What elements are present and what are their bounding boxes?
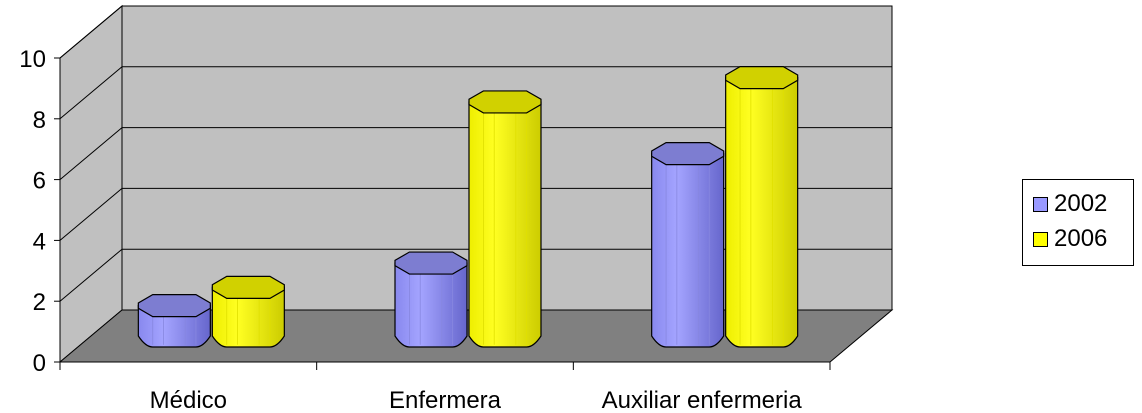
y-tick-label: 8 <box>33 107 46 134</box>
side-wall <box>59 4 123 364</box>
bar-body <box>394 262 468 348</box>
y-tick-label: 2 <box>33 289 46 316</box>
legend-label-2006: 2006 <box>1054 225 1108 252</box>
legend-entry-2002: 2002 <box>1033 188 1133 220</box>
x-tick-label: Auxiliar enfermeria <box>602 387 803 413</box>
bar-2006-2 <box>725 65 799 348</box>
bar-body <box>468 101 542 348</box>
y-tick-label: 4 <box>33 228 46 255</box>
legend-entry-2006: 2006 <box>1033 223 1133 255</box>
y-tick-label: 10 <box>19 46 46 73</box>
bar-top <box>468 90 542 114</box>
legend-swatch-2002 <box>1033 196 1048 212</box>
bar-2002-0 <box>137 294 211 348</box>
bar-body <box>725 77 799 348</box>
bar-top <box>725 65 799 90</box>
legend-label-2002: 2002 <box>1054 190 1108 217</box>
y-tick-label: 6 <box>33 168 46 195</box>
gridline-side <box>59 66 123 120</box>
legend-swatch-2006 <box>1033 231 1048 247</box>
bar-2006-1 <box>468 90 542 348</box>
y-tick-label: 0 <box>33 350 46 377</box>
x-tick-label: Médico <box>150 387 227 413</box>
x-tick-label: Enfermera <box>389 387 502 413</box>
bar-2006-0 <box>211 275 285 348</box>
bars <box>137 65 799 348</box>
gridline-side <box>59 5 123 59</box>
gridline-side <box>59 127 123 180</box>
gridline-side <box>59 188 123 241</box>
bar-top <box>651 142 725 166</box>
legend: 2002 2006 <box>1022 179 1134 266</box>
bar-2002-2 <box>651 142 725 348</box>
bar-body <box>211 286 285 348</box>
bar-2002-1 <box>394 251 468 348</box>
bar-top <box>394 251 468 275</box>
y-axis: 0 2 4 6 8 10 <box>19 46 61 377</box>
bar-top <box>211 275 285 299</box>
gridline-side <box>59 248 123 302</box>
x-axis: Médico Enfermera Auxiliar enfermeria <box>59 361 831 413</box>
bar-body <box>651 153 725 348</box>
bar-top <box>137 294 211 318</box>
